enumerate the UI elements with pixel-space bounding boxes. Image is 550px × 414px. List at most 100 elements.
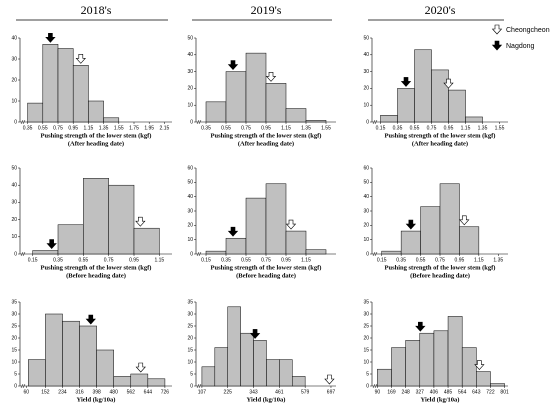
- y-tick-label: 30: [11, 200, 17, 206]
- y-tick-label: 60: [363, 165, 369, 171]
- bar: [57, 224, 84, 255]
- cultivar-arrow: [46, 239, 57, 250]
- y-tick-label: 40: [363, 194, 369, 200]
- y-tick-label: 15: [187, 347, 193, 353]
- x-tick-label: 0.95: [281, 257, 291, 263]
- x-tick-label: 107: [198, 389, 207, 395]
- axis-break: [372, 383, 378, 389]
- bar: [227, 306, 241, 387]
- y-tick-label: 20: [11, 335, 17, 341]
- y-tick-label: 10: [187, 359, 193, 365]
- x-tick-label: 1.35: [301, 125, 311, 131]
- x-tick-label: 0.75: [53, 125, 63, 131]
- y-tick-label: 20: [11, 77, 17, 83]
- axis-break: [20, 251, 26, 257]
- column-header: 2020's: [425, 3, 456, 17]
- x-tick-label: 0.55: [78, 257, 88, 263]
- x-tick-label: 0.55: [416, 257, 426, 263]
- bar: [83, 178, 109, 255]
- bar: [103, 117, 120, 123]
- x-axis-label: Pushing strength of the lower stem (kgf): [211, 132, 322, 139]
- x-tick-label: 0.15: [28, 257, 38, 263]
- y-tick-label: 0: [190, 383, 193, 389]
- x-tick-label: 1.95: [144, 125, 154, 131]
- x-tick-label: 562: [127, 389, 136, 395]
- x-tick-label: 579: [301, 389, 310, 395]
- bar: [253, 340, 267, 387]
- x-axis-label: (After heading date): [238, 140, 294, 147]
- y-tick-label: 30: [187, 69, 193, 75]
- y-tick-label: 20: [11, 217, 17, 223]
- bar: [292, 376, 306, 387]
- x-tick-label: 0.75: [261, 257, 271, 263]
- legend-label: Nagdong: [506, 43, 535, 50]
- y-tick-label: 40: [187, 194, 193, 200]
- bar: [265, 83, 287, 123]
- axis-break: [20, 383, 26, 389]
- y-tick-label: 10: [363, 359, 369, 365]
- y-tick-label: 0: [366, 119, 369, 125]
- x-axis-label: Pushing strength of the lower stem (kgf): [385, 132, 496, 139]
- y-tick-label: 30: [363, 311, 369, 317]
- x-tick-label: 2.15: [160, 125, 170, 131]
- bar: [490, 383, 505, 387]
- x-tick-label: 0.15: [376, 125, 386, 131]
- x-axis-label: (After heading date): [68, 140, 124, 147]
- bar: [305, 249, 327, 255]
- y-tick-label: 10: [363, 103, 369, 109]
- x-tick-label: 1.15: [461, 125, 471, 131]
- x-tick-label: 0.55: [410, 125, 420, 131]
- bar: [225, 237, 247, 255]
- x-axis-label: (Before heading date): [66, 272, 126, 279]
- y-tick-label: 30: [11, 311, 17, 317]
- cultivar-arrow: [85, 314, 96, 325]
- bar: [420, 206, 441, 255]
- x-tick-label: 0.55: [38, 125, 48, 131]
- bar: [305, 120, 327, 123]
- x-tick-label: 461: [275, 389, 284, 395]
- x-tick-label: 225: [224, 389, 233, 395]
- x-tick-label: 316: [75, 389, 84, 395]
- axis-break: [372, 119, 378, 125]
- x-tick-label: 0.75: [104, 257, 114, 263]
- bar: [397, 88, 415, 123]
- bar: [32, 250, 59, 255]
- y-tick-label: 50: [11, 165, 17, 171]
- x-tick-label: 406: [430, 389, 439, 395]
- bar: [377, 368, 392, 387]
- y-tick-label: 25: [363, 323, 369, 329]
- x-tick-label: 1.15: [474, 257, 484, 263]
- y-tick-label: 20: [363, 335, 369, 341]
- cultivar-arrow: [45, 33, 56, 43]
- y-tick-label: 20: [363, 223, 369, 229]
- y-tick-label: 40: [187, 52, 193, 58]
- x-tick-label: 643: [472, 389, 481, 395]
- bar: [465, 116, 483, 123]
- x-tick-label: 1.15: [84, 125, 94, 131]
- y-tick-label: 40: [11, 183, 17, 189]
- bar: [108, 184, 135, 255]
- cultivar-arrow: [459, 215, 470, 226]
- axis-break: [196, 119, 202, 125]
- bar: [113, 376, 132, 387]
- x-tick-label: 0.75: [435, 257, 445, 263]
- bar: [245, 197, 267, 255]
- bar: [431, 69, 449, 123]
- y-tick-label: 50: [187, 35, 193, 41]
- y-tick-label: 0: [190, 251, 193, 257]
- x-tick-label: 0.35: [393, 125, 403, 131]
- x-tick-label: 0.75: [241, 125, 251, 131]
- cultivar-arrow: [285, 219, 297, 230]
- y-tick-label: 30: [363, 208, 369, 214]
- x-tick-label: 248: [401, 389, 410, 395]
- cultivar-arrow: [400, 77, 412, 87]
- bar: [461, 347, 477, 387]
- x-tick-label: 0.15: [377, 257, 387, 263]
- y-tick-label: 0: [14, 383, 17, 389]
- y-tick-label: 20: [363, 86, 369, 92]
- bar: [240, 332, 254, 387]
- bar: [147, 378, 166, 387]
- x-tick-label: 0.35: [221, 257, 231, 263]
- x-tick-label: 480: [110, 389, 119, 395]
